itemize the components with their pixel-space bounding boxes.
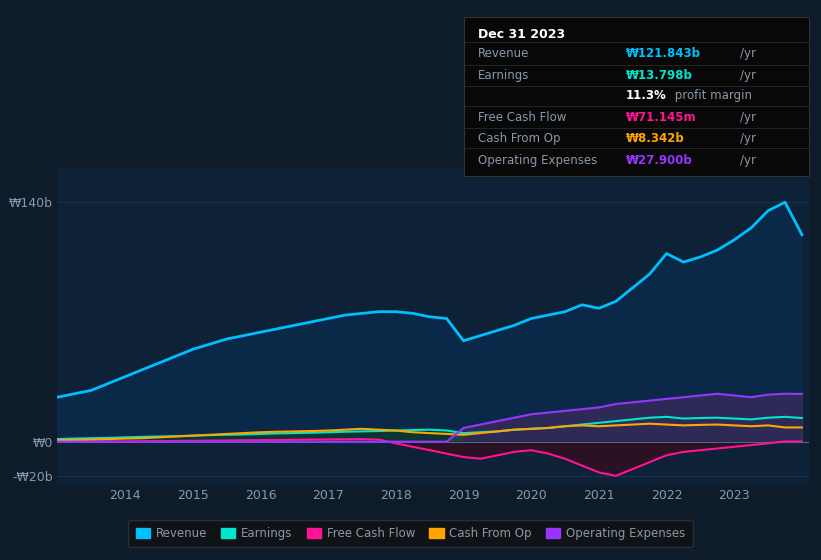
Text: Earnings: Earnings: [478, 69, 529, 82]
Text: ₩121.843b: ₩121.843b: [626, 47, 701, 60]
Text: profit margin: profit margin: [671, 88, 752, 101]
Text: /yr: /yr: [740, 47, 755, 60]
Text: ₩13.798b: ₩13.798b: [626, 69, 693, 82]
Text: Dec 31 2023: Dec 31 2023: [478, 28, 565, 41]
Text: 11.3%: 11.3%: [626, 88, 667, 101]
Text: Free Cash Flow: Free Cash Flow: [478, 111, 566, 124]
Text: /yr: /yr: [740, 111, 755, 124]
Text: /yr: /yr: [740, 69, 755, 82]
Text: /yr: /yr: [740, 132, 755, 144]
Text: Operating Expenses: Operating Expenses: [478, 154, 597, 167]
Text: ₩27.900b: ₩27.900b: [626, 154, 693, 167]
Text: /yr: /yr: [740, 154, 755, 167]
Text: ₩8.342b: ₩8.342b: [626, 132, 685, 144]
Legend: Revenue, Earnings, Free Cash Flow, Cash From Op, Operating Expenses: Revenue, Earnings, Free Cash Flow, Cash …: [128, 520, 693, 547]
Text: Cash From Op: Cash From Op: [478, 132, 560, 144]
Text: Revenue: Revenue: [478, 47, 529, 60]
Text: ₩71.145m: ₩71.145m: [626, 111, 696, 124]
